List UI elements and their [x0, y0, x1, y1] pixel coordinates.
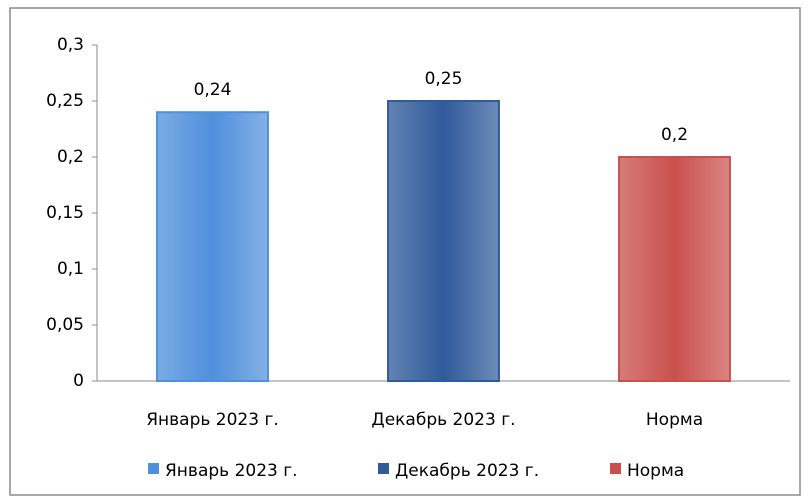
bar — [156, 111, 269, 382]
y-tick-label: 0,15 — [46, 203, 84, 223]
legend-swatch — [610, 463, 621, 474]
x-tick-label: Январь 2023 г. — [146, 410, 279, 430]
data-label: 0,24 — [194, 80, 232, 100]
y-tick-label: 0,1 — [57, 259, 84, 279]
y-tick-label: 0,25 — [46, 91, 84, 111]
legend-swatch — [378, 463, 389, 474]
data-label: 0,25 — [425, 69, 463, 89]
legend-label: Норма — [627, 461, 684, 481]
bar — [387, 100, 500, 382]
bar — [618, 156, 731, 382]
legend-label: Декабрь 2023 г. — [395, 461, 539, 481]
data-label: 0,2 — [661, 125, 688, 145]
legend-swatch — [148, 463, 159, 474]
y-tick-label: 0,05 — [46, 315, 84, 335]
x-tick-label: Декабрь 2023 г. — [371, 410, 515, 430]
y-tick-label: 0 — [73, 371, 84, 391]
y-tick-label: 0,2 — [57, 147, 84, 167]
x-tick-label: Норма — [646, 410, 703, 430]
legend-label: Январь 2023 г. — [165, 461, 298, 481]
y-tick-label: 0,3 — [57, 35, 84, 55]
